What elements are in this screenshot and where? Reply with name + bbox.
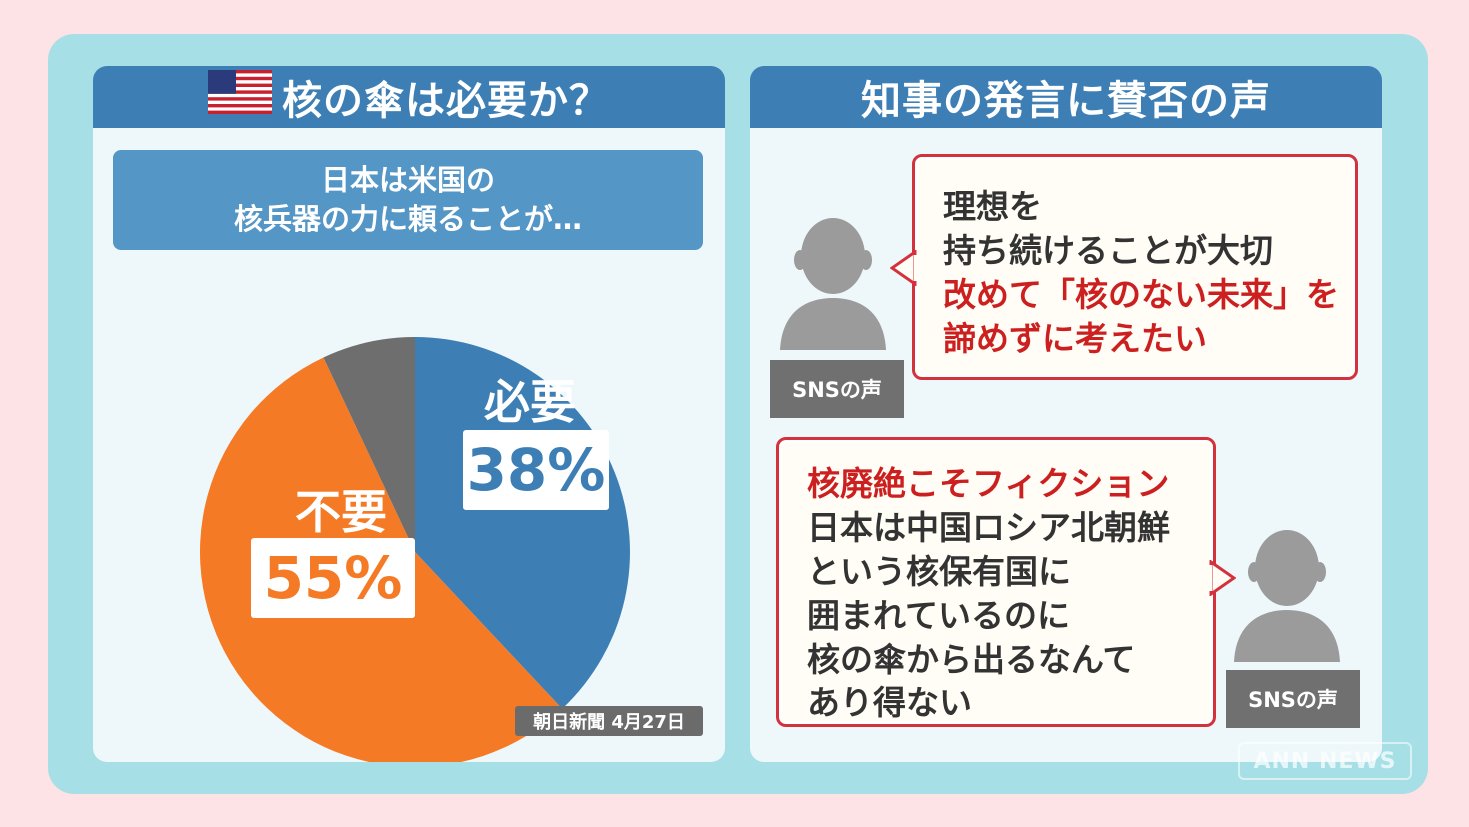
- speech-bubble-2: 核廃絶こそフィクション 日本は中国ロシア北朝鮮 という核保有国に 囲まれているの…: [776, 437, 1216, 727]
- comment2-red-line-1: 核廃絶こそフィクション: [807, 464, 1170, 503]
- poll-panel: 核の傘は必要か？ 日本は米国の 核兵器の力に頼ることが… 必要 38% 不要 5…: [93, 66, 725, 762]
- comment1-red-line-2: 諦めずに考えたい: [943, 318, 1207, 358]
- pie-chart-area: 必要 38% 不要 55%: [93, 66, 725, 762]
- opinions-title: 知事の発言に賛否の声: [861, 78, 1271, 124]
- pie-chart: [200, 337, 630, 762]
- source-label: 朝日新聞 4月27日: [515, 706, 703, 736]
- speaker-label: SNSの声: [770, 360, 904, 418]
- person-silhouette-icon: [780, 218, 886, 350]
- slice-label-unnecessary: 不要: [295, 485, 387, 539]
- speaker-label: SNSの声: [1226, 670, 1360, 728]
- comment1-line-2: 持ち続けることが大切: [943, 230, 1273, 270]
- comment1-red-line-1: 改めて「核のない未来」を: [943, 274, 1339, 314]
- poll-title: 核の傘は必要か？: [282, 78, 610, 124]
- person-silhouette-icon: [1234, 530, 1340, 662]
- question-line-1: 日本は米国の: [320, 162, 495, 197]
- poll-panel-header: 核の傘は必要か？: [93, 66, 725, 128]
- slice-value-unnecessary: 55%: [251, 538, 415, 618]
- slice-value-necessary: 38%: [463, 430, 609, 510]
- comment2-line-1: 日本は中国ロシア北朝鮮: [807, 507, 1170, 547]
- speech-bubble-1: 理想を 持ち続けることが大切 改めて「核のない未来」を 諦めずに考えたい: [912, 154, 1358, 380]
- question-box: 日本は米国の 核兵器の力に頼ることが…: [113, 150, 703, 250]
- bubble-2-tail: [1208, 560, 1236, 596]
- comment2-line-4: 核の傘から出るなんて: [807, 639, 1136, 679]
- question-line-2: 核兵器の力に頼ることが…: [233, 202, 582, 236]
- bubble-1-tail: [890, 250, 918, 286]
- comment2-line-3: 囲まれているのに: [807, 595, 1071, 635]
- comment2-line-2: という核保有国に: [807, 551, 1071, 591]
- pie-slice-necessary: [415, 337, 630, 709]
- news-logo: ANN NEWS: [1238, 742, 1412, 780]
- slice-label-necessary: 必要: [484, 375, 576, 429]
- comment2-line-5: あり得ない: [807, 683, 972, 723]
- pie-slice-other: [323, 337, 415, 552]
- opinions-panel-header: 知事の発言に賛否の声: [750, 66, 1382, 128]
- us-flag-icon: [208, 70, 272, 124]
- comment1-line-1: 理想を: [943, 187, 1042, 226]
